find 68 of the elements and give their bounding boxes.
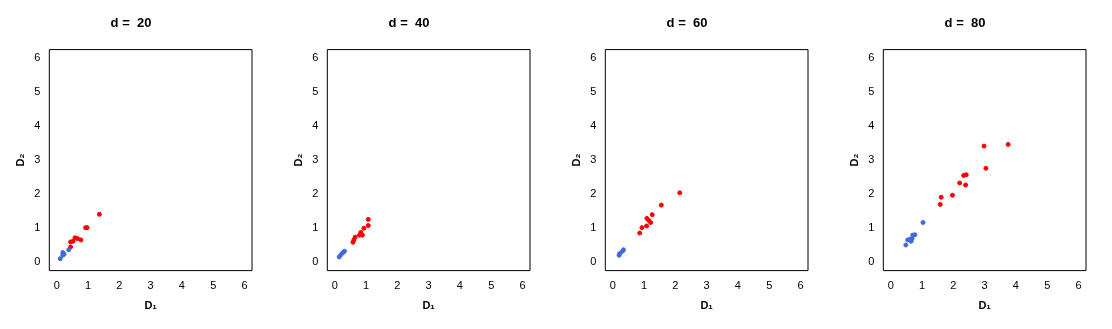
y-tick-label: 1 [312, 221, 319, 234]
y-tick-label: 5 [590, 84, 597, 97]
y-tick-label: 2 [590, 187, 597, 200]
x-axis-title: D₁ [422, 299, 436, 312]
x-tick-label: 3 [147, 279, 154, 292]
x-tick-label: 1 [85, 279, 92, 292]
x-tick-label: 5 [488, 279, 495, 292]
y-tick-label: 6 [868, 50, 875, 63]
y-tick-label: 5 [34, 84, 41, 97]
y-tick-label: 5 [312, 84, 319, 97]
y-tick-label: 3 [34, 153, 41, 166]
x-tick-label: 4 [456, 279, 463, 292]
chart-title: d = 20 [110, 15, 152, 31]
y-tick-label: 3 [590, 153, 597, 166]
y-tick-label: 6 [34, 50, 41, 63]
y-tick-label: 4 [312, 119, 319, 132]
x-tick-label: 5 [1044, 279, 1051, 292]
x-tick-label: 1 [641, 279, 648, 292]
x-axis-title: D₁ [978, 299, 992, 312]
x-tick-label: 4 [178, 279, 185, 292]
x-tick-label: 2 [394, 279, 401, 292]
y-tick-label: 0 [312, 255, 319, 268]
y-tick-label: 3 [868, 153, 875, 166]
x-tick-label: 3 [981, 279, 988, 292]
y-tick-label: 2 [868, 187, 875, 200]
y-tick-label: 1 [868, 221, 875, 234]
x-tick-label: 4 [1012, 279, 1019, 292]
y-tick-label: 0 [868, 255, 875, 268]
chart-title: d = 40 [388, 15, 430, 31]
x-tick-label: 3 [425, 279, 432, 292]
x-tick-label: 4 [734, 279, 741, 292]
y-tick-label: 4 [34, 119, 41, 132]
x-tick-label: 0 [609, 279, 616, 292]
x-tick-label: 0 [331, 279, 338, 292]
y-tick-label: 1 [590, 221, 597, 234]
y-axis-title: D₂ [291, 153, 304, 167]
y-tick-label: 5 [868, 84, 875, 97]
y-tick-label: 6 [590, 50, 597, 63]
x-tick-label: 1 [363, 279, 370, 292]
x-tick-label: 6 [797, 279, 804, 292]
x-tick-label: 2 [950, 279, 957, 292]
y-axis-title: D₂ [847, 153, 860, 167]
y-tick-label: 0 [590, 255, 597, 268]
x-tick-label: 6 [1075, 279, 1082, 292]
x-tick-label: 0 [887, 279, 894, 292]
y-tick-label: 4 [590, 119, 597, 132]
y-tick-label: 1 [34, 221, 41, 234]
y-tick-label: 3 [312, 153, 319, 166]
y-tick-label: 4 [868, 119, 875, 132]
x-tick-label: 0 [53, 279, 60, 292]
chart-title: d = 60 [666, 15, 708, 31]
x-tick-label: 2 [672, 279, 679, 292]
x-tick-label: 6 [519, 279, 526, 292]
x-tick-label: 1 [919, 279, 926, 292]
x-tick-label: 5 [210, 279, 217, 292]
chart-title: d = 80 [944, 15, 986, 31]
y-tick-label: 2 [34, 187, 41, 200]
x-tick-label: 2 [116, 279, 123, 292]
y-tick-label: 6 [312, 50, 319, 63]
x-axis-title: D₁ [700, 299, 714, 312]
x-tick-label: 5 [766, 279, 773, 292]
x-axis-title: D₁ [144, 299, 158, 312]
y-axis-title: D₂ [13, 153, 26, 167]
x-tick-label: 6 [241, 279, 248, 292]
y-axis-title: D₂ [569, 153, 582, 167]
x-tick-label: 3 [703, 279, 710, 292]
y-tick-label: 2 [312, 187, 319, 200]
y-tick-label: 0 [34, 255, 41, 268]
